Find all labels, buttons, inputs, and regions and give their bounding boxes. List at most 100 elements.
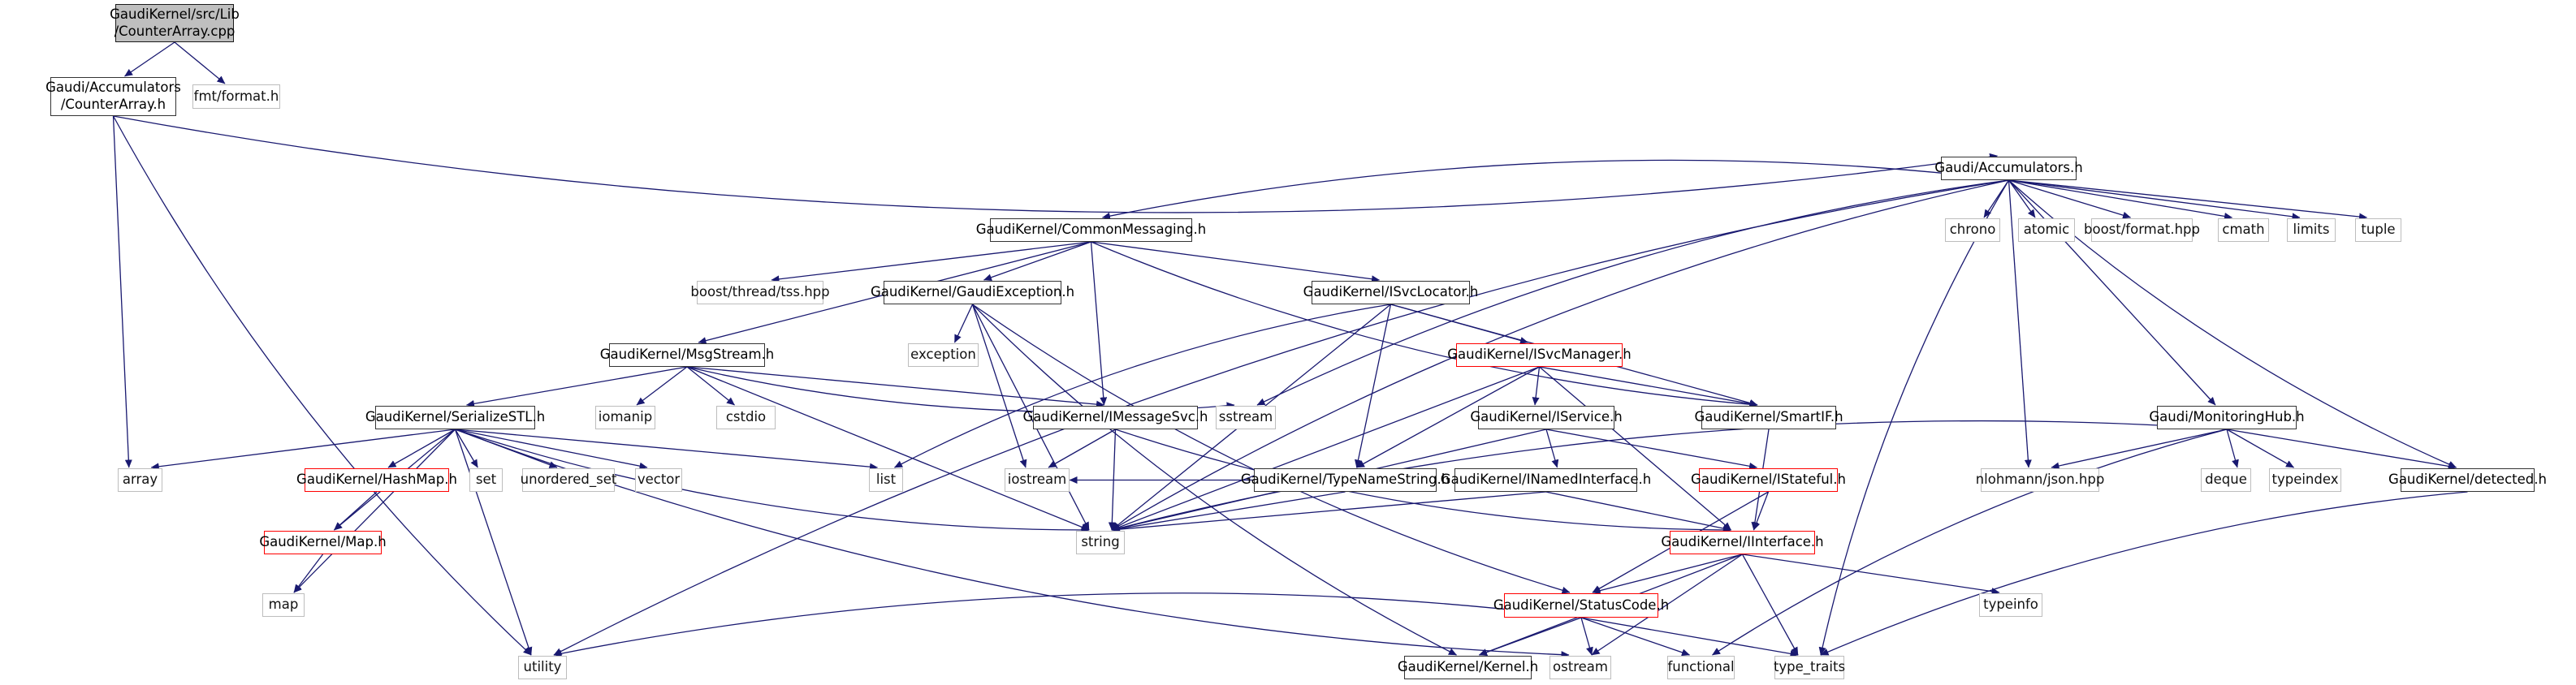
edge-accumulators-to-monitoringhub	[2008, 179, 2216, 406]
graph-node-boostformat[interactable]: boost/format.hpp	[2084, 218, 2200, 242]
edge-msgstream-to-string	[686, 366, 1090, 531]
edge-imessagesvc-to-iinterface	[1115, 429, 1731, 534]
graph-node-gaudiexception[interactable]: GaudiKernel/GaudiException.h	[871, 281, 1074, 304]
graph-node-hashmap[interactable]: GaudiKernel/HashMap.h	[296, 468, 457, 492]
graph-node-ostream[interactable]: ostream	[1549, 656, 1611, 679]
graph-node-vector[interactable]: vector	[635, 468, 682, 492]
edge-accumulators-to-sstream	[1256, 179, 2009, 406]
edge-istateful-to-iinterface	[1753, 491, 1770, 531]
edge-accumulators-to-limits	[2008, 179, 2301, 221]
edge-serializestl-to-list	[455, 429, 878, 471]
edge-map_h-to-map	[293, 554, 324, 593]
edge-inamedinterface-to-iinterface	[1545, 491, 1731, 532]
edge-msgstream-to-serializestl	[466, 366, 688, 407]
edge-iservice-to-inamedinterface	[1545, 429, 1559, 468]
edge-serializestl-to-utility	[454, 429, 533, 656]
graph-node-msgstream[interactable]: GaudiKernel/MsgStream.h	[600, 343, 774, 367]
graph-node-map[interactable]: map	[262, 593, 305, 617]
graph-node-kernel[interactable]: GaudiKernel/Kernel.h	[1398, 656, 1538, 679]
graph-node-fmt[interactable]: fmt/format.h	[192, 84, 280, 109]
graph-node-chrono[interactable]: chrono	[1945, 218, 2000, 242]
graph-node-functional[interactable]: functional	[1667, 656, 1735, 679]
edge-serializestl-to-array	[150, 429, 456, 471]
graph-node-isvcmanager[interactable]: GaudiKernel/ISvcManager.h	[1447, 343, 1632, 367]
edge-counterarray_h-to-array	[112, 115, 132, 468]
graph-node-utility[interactable]: utility	[518, 656, 567, 679]
graph-node-istateful[interactable]: GaudiKernel/IStateful.h	[1691, 468, 1846, 492]
graph-node-iservice[interactable]: GaudiKernel/IService.h	[1470, 406, 1623, 429]
graph-node-detected[interactable]: GaudiKernel/detected.h	[2388, 468, 2547, 492]
graph-node-atomic[interactable]: atomic	[2018, 218, 2075, 242]
graph-node-cmath[interactable]: cmath	[2218, 218, 2269, 242]
edge-monitoringhub-to-json	[2051, 429, 2228, 470]
edge-monitoringhub-to-functional	[1712, 429, 2228, 656]
edge-iinterface-to-ostream	[1591, 554, 1743, 656]
edge-msgstream-to-imessagesvc	[686, 366, 1104, 408]
edge-msgstream-to-iomanip	[636, 366, 688, 406]
edge-imessagesvc-to-iostream	[1048, 429, 1116, 468]
graph-node-typeinfo[interactable]: typeinfo	[1979, 593, 2042, 617]
edge-commonmessaging-to-smartif	[1091, 241, 1758, 408]
graph-node-commonmessaging[interactable]: GaudiKernel/CommonMessaging.h	[976, 218, 1206, 242]
graph-node-map_h[interactable]: GaudiKernel/Map.h	[259, 531, 387, 554]
edge-isvclocator-to-typenamestring	[1355, 304, 1392, 468]
graph-node-serializestl[interactable]: GaudiKernel/SerializeSTL.h	[365, 406, 545, 429]
edge-monitoringhub-to-string	[1111, 420, 2228, 532]
edge-iinterface-to-typeinfo	[1742, 554, 2000, 596]
graph-node-list[interactable]: list	[869, 468, 903, 492]
graph-node-exception[interactable]: exception	[908, 343, 979, 367]
graph-node-limits[interactable]: limits	[2287, 218, 2336, 242]
edge-iinterface-to-type_traits	[1741, 554, 1799, 656]
graph-node-isvclocator[interactable]: GaudiKernel/ISvcLocator.h	[1303, 281, 1478, 304]
graph-node-statuscode[interactable]: GaudiKernel/StatusCode.h	[1493, 593, 1669, 618]
graph-node-set[interactable]: set	[469, 468, 503, 492]
edge-isvcmanager-to-smartif	[1539, 366, 1758, 407]
edge-isvclocator-to-list	[894, 304, 1391, 468]
graph-node-accumulators[interactable]: Gaudi/Accumulators.h	[1934, 157, 2083, 180]
edge-iinterface-to-statuscode	[1592, 554, 1743, 595]
edge-msgstream-to-cstdio	[686, 366, 735, 406]
graph-node-imessagesvc[interactable]: GaudiKernel/IMessageSvc.h	[1023, 406, 1208, 429]
edge-statuscode-to-kernel	[1479, 617, 1582, 656]
graph-node-unordered_set[interactable]: unordered_set	[521, 468, 616, 492]
edge-detected-to-type_traits	[1820, 491, 2468, 656]
edge-gaudiexception-to-iostream	[971, 304, 1027, 468]
graph-node-counterarray_h[interactable]: Gaudi/Accumulators /CounterArray.h	[45, 77, 181, 116]
edge-accumulators-to-boostformat	[2008, 179, 2131, 219]
graph-node-array[interactable]: array	[118, 468, 162, 492]
edge-commonmessaging-to-tss	[771, 241, 1091, 283]
graph-node-iostream[interactable]: iostream	[1005, 468, 1070, 492]
edge-accumulators-to-json	[2008, 179, 2032, 468]
graph-node-monitoringhub[interactable]: Gaudi/MonitoringHub.h	[2149, 406, 2305, 429]
graph-node-iomanip[interactable]: iomanip	[595, 406, 655, 429]
edge-serializestl-to-map	[293, 429, 456, 593]
edge-commonmessaging-to-gaudiexception	[983, 241, 1091, 282]
graph-node-inamedinterface[interactable]: GaudiKernel/INamedInterface.h	[1441, 468, 1651, 492]
edge-accumulators-to-type_traits	[1818, 179, 2010, 656]
graph-node-cstdio[interactable]: cstdio	[716, 406, 776, 429]
graph-node-typenamestring[interactable]: GaudiKernel/TypeNameString.h	[1241, 468, 1450, 492]
edge-statuscode-to-utility	[553, 592, 1582, 657]
graph-node-json[interactable]: nlohmann/json.hpp	[1976, 468, 2104, 492]
edge-isvcmanager-to-string	[1111, 366, 1540, 531]
edge-statuscode-to-functional	[1580, 617, 1690, 657]
graph-node-typeindex[interactable]: typeindex	[2269, 468, 2341, 492]
edge-isvcmanager-to-typenamestring	[1356, 366, 1540, 468]
graph-node-smartif[interactable]: GaudiKernel/SmartIF.h	[1694, 406, 1843, 429]
graph-node-tss[interactable]: boost/thread/tss.hpp	[690, 281, 830, 304]
edge-serializestl-to-string	[455, 429, 1090, 534]
edge-typenamestring-to-string	[1111, 491, 1346, 532]
edge-accumulators-to-tuple	[2008, 179, 2367, 221]
edge-monitoringhub-to-detected	[2226, 429, 2457, 470]
edge-serializestl-to-vector	[455, 429, 648, 470]
graph-node-iinterface[interactable]: GaudiKernel/IInterface.h	[1661, 531, 1824, 554]
graph-node-deque[interactable]: deque	[2201, 468, 2251, 492]
graph-node-cpp: GaudiKernel/src/Lib /CounterArray.cpp	[110, 4, 240, 42]
graph-node-tuple[interactable]: tuple	[2355, 218, 2401, 242]
graph-node-sstream[interactable]: sstream	[1216, 406, 1276, 429]
edge-serializestl-to-set	[454, 429, 478, 468]
graph-node-string[interactable]: string	[1076, 531, 1125, 554]
graph-node-type_traits[interactable]: type_traits	[1774, 656, 1845, 679]
